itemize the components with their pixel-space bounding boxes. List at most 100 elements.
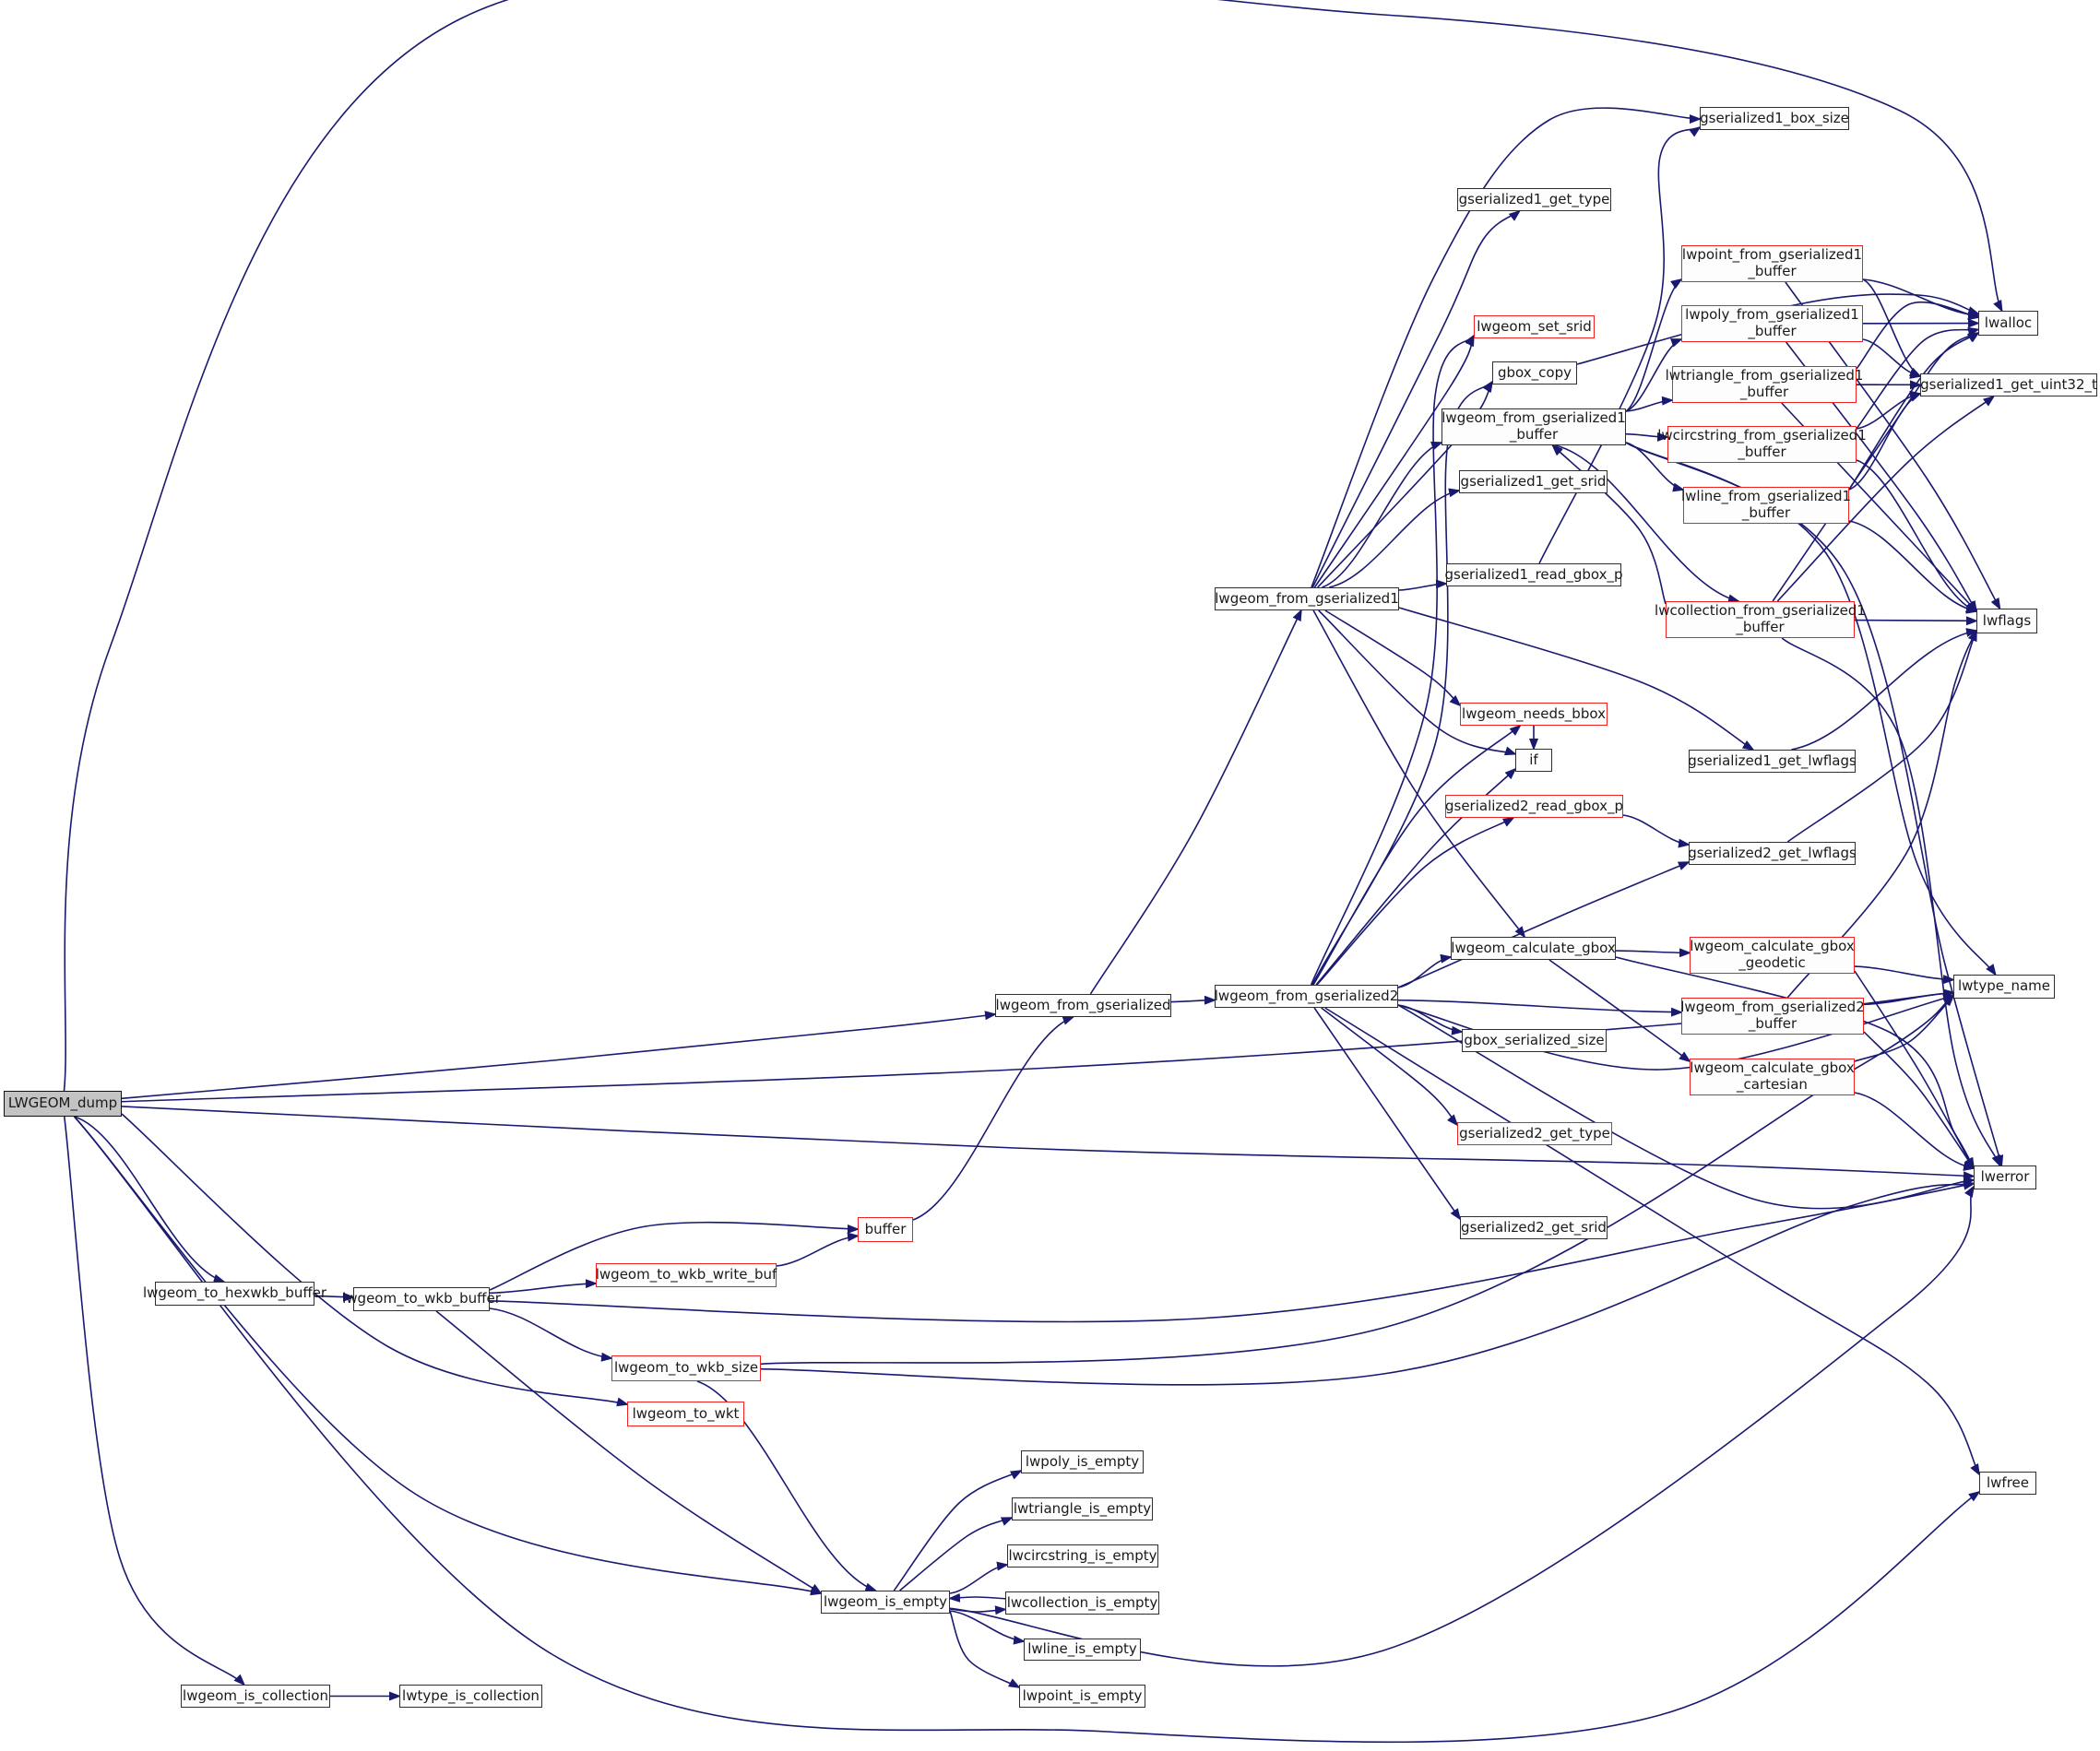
edge-from_g1-needs_bbox: [1324, 609, 1462, 707]
node-wkb_write_buf[interactable]: lwgeom_to_wkb_write_buf: [596, 1263, 777, 1287]
node-calc_gbox[interactable]: lwgeom_calculate_gbox: [1451, 937, 1616, 960]
edge-from_g2-free: [1324, 1007, 1980, 1476]
node-to_hexwkb[interactable]: lwgeom_to_hexwkb_buffer: [143, 1282, 326, 1306]
edge-wkb_write_buf-buffer: [776, 1232, 860, 1267]
edge-to_wkb_buffer-wkb_size: [489, 1307, 613, 1362]
node-poly_g1[interactable]: lwpoly_from_gserialized1 _buffer: [1681, 305, 1863, 342]
node-buffer[interactable]: buffer: [858, 1217, 913, 1242]
edge-dump-free: [73, 1116, 1981, 1744]
edge-from_g1-set_srid: [1313, 334, 1475, 588]
node-line_empty[interactable]: lwline_is_empty: [1024, 1639, 1141, 1661]
node-g1_get_lwflags[interactable]: gserialized1_get_lwflags: [1688, 750, 1857, 773]
edge-g1_buffer-poly_g1: [1625, 338, 1683, 412]
edge-coll_g1-alloc: [1772, 332, 1980, 602]
edge-g1_buffer-tri_g1: [1625, 396, 1674, 412]
node-set_srid[interactable]: lwgeom_set_srid: [1474, 315, 1595, 338]
edge-is_empty-tri_empty: [899, 1517, 1014, 1591]
edge-line_g1-flags: [1848, 520, 1978, 614]
edge-from_g1-calc_gbox: [1312, 609, 1526, 939]
node-calc_geodetic[interactable]: lwgeom_calculate_gbox _geodetic: [1690, 937, 1855, 974]
node-g1_uint32[interactable]: gserialized1_get_uint32_t: [1920, 373, 2097, 396]
node-g1_buffer[interactable]: lwgeom_from_gserialized1 _buffer: [1442, 408, 1626, 445]
node-point_empty[interactable]: lwpoint_is_empty: [1019, 1685, 1145, 1708]
node-is_collection[interactable]: lwgeom_is_collection: [181, 1685, 330, 1708]
node-circ_g1[interactable]: lwcircstring_from_gserialized1 _buffer: [1657, 426, 1867, 463]
node-line_g1[interactable]: lwline_from_gserialized1 _buffer: [1681, 487, 1851, 524]
node-from_g2[interactable]: lwgeom_from_gserialized2: [1215, 985, 1398, 1008]
node-to_wkb_buffer[interactable]: lwgeom_to_wkb_buffer: [342, 1287, 501, 1311]
node-g1_box_size[interactable]: gserialized1_box_size: [1700, 107, 1849, 130]
node-if_node[interactable]: if: [1515, 749, 1552, 772]
node-type_is_collection[interactable]: lwtype_is_collection: [399, 1685, 542, 1708]
edge-to_wkb_buffer-is_empty: [435, 1310, 823, 1595]
node-g1_get_type[interactable]: gserialized1_get_type: [1457, 188, 1611, 211]
edge-g2_buffer-error: [1863, 1031, 1975, 1170]
node-circ_empty[interactable]: lwcircstring_is_empty: [1007, 1544, 1158, 1568]
node-tri_g1[interactable]: lwtriangle_from_gserialized1 _buffer: [1666, 366, 1863, 403]
node-gbox_ser_size[interactable]: gbox_serialized_size: [1462, 1029, 1607, 1052]
edge-calc_geodetic-error: [1854, 970, 1975, 1170]
edge-g2_buffer-type_name: [1863, 988, 1955, 1006]
edge-g1_buffer-error: [1625, 442, 2004, 1167]
node-coll_g1[interactable]: lwcollection_from_gserialized1 _buffer: [1655, 601, 1866, 638]
node-pt_g1[interactable]: lwpoint_from_gserialized1 _buffer: [1681, 245, 1863, 282]
node-error[interactable]: lwerror: [1974, 1165, 2036, 1189]
node-poly_empty[interactable]: lwpoly_is_empty: [1021, 1450, 1144, 1473]
edge-from_g2-calc_gbox: [1397, 953, 1453, 988]
edge-from_g2-type_name: [1397, 993, 1955, 1071]
edge-dump-is_empty: [74, 1116, 823, 1596]
edge-dump-is_collection: [63, 1116, 246, 1686]
edge-pt_g1-alloc: [1862, 278, 1980, 320]
node-is_empty[interactable]: lwgeom_is_empty: [821, 1591, 950, 1614]
node-from_gser[interactable]: lwgeom_from_gserialized: [995, 994, 1171, 1017]
edge-coll_g1-error: [1781, 637, 2001, 1167]
edge-is_empty-circ_empty: [949, 1561, 1009, 1594]
node-g2_get_srid[interactable]: gserialized2_get_srid: [1460, 1216, 1608, 1239]
edge-from_g1-if_node: [1318, 609, 1517, 756]
edge-g1_buffer-circ_g1: [1625, 432, 1669, 442]
node-g2_get_lwflags[interactable]: gserialized2_get_lwflags: [1688, 842, 1857, 865]
edge-g2_read_gbox-g2_get_lwflags: [1622, 814, 1691, 848]
node-g1_read_gbox[interactable]: gserialized1_read_gbox_p: [1444, 563, 1623, 586]
edge-from_g2-gbox_ser_size: [1397, 1004, 1464, 1035]
edge-g1_get_lwflags-flags: [1791, 628, 1978, 751]
edge-poly_g1-g1_uint32: [1862, 338, 1922, 379]
edge-from_gser-from_g2: [1170, 995, 1216, 1005]
edge-from_g1-g1_buffer: [1322, 441, 1443, 588]
node-gbox_copy[interactable]: gbox_copy: [1492, 361, 1577, 385]
edge-dump-to_hexwkb: [74, 1116, 226, 1284]
edge-to_hexwkb-to_wkb_buffer: [314, 1292, 355, 1302]
node-from_g1[interactable]: lwgeom_from_gserialized1: [1215, 587, 1399, 610]
node-g1_get_srid[interactable]: gserialized1_get_srid: [1459, 470, 1608, 493]
edge-from_g2-g2_read_gbox: [1316, 817, 1515, 986]
node-g2_read_gbox[interactable]: gserialized2_read_gbox_p: [1445, 795, 1623, 818]
edge-dump-from_gser: [121, 1011, 997, 1100]
node-alloc[interactable]: lwalloc: [1978, 311, 2038, 336]
edge-calc_cartesian-type_name: [1854, 994, 1955, 1062]
node-to_wkt[interactable]: lwgeom_to_wkt: [627, 1402, 744, 1426]
edge-from_g1-g1_get_srid: [1328, 488, 1461, 588]
node-calc_cartesian[interactable]: lwgeom_calculate_gbox _cartesian: [1690, 1059, 1855, 1095]
node-dump: LWGEOM_dump: [4, 1091, 122, 1117]
edge-from_g1-g1_get_lwflags: [1398, 607, 1755, 751]
node-needs_bbox[interactable]: lwgeom_needs_bbox: [1460, 703, 1608, 726]
edge-calc_gbox-calc_cartesian: [1548, 959, 1691, 1063]
edge-wkb_size-type_name: [760, 994, 1955, 1366]
node-wkb_size[interactable]: lwgeom_to_wkb_size: [611, 1355, 761, 1381]
edge-gbox_copy-alloc: [1576, 293, 1980, 365]
edge-dump-error: [121, 1106, 1975, 1181]
node-coll_empty[interactable]: lwcollection_is_empty: [1005, 1591, 1159, 1615]
node-free[interactable]: lwfree: [1979, 1472, 2036, 1495]
edge-from_g2-needs_bbox: [1312, 724, 1522, 986]
edge-to_wkb_buffer-error: [489, 1180, 1975, 1323]
edge-is_empty-poly_empty: [893, 1470, 1023, 1591]
edge-g1_buffer-pt_g1: [1625, 278, 1683, 412]
node-g2_buffer[interactable]: lwgeom_from_gserialized2 _buffer: [1680, 998, 1865, 1035]
node-g2_get_type[interactable]: gserialized2_get_type: [1457, 1122, 1612, 1145]
node-flags[interactable]: lwflags: [1976, 609, 2037, 633]
node-tri_empty[interactable]: lwtriangle_is_empty: [1012, 1497, 1153, 1520]
node-type_name[interactable]: lwtype_name: [1953, 975, 2055, 999]
edge-from_g1-g1_box_size: [1311, 107, 1702, 588]
